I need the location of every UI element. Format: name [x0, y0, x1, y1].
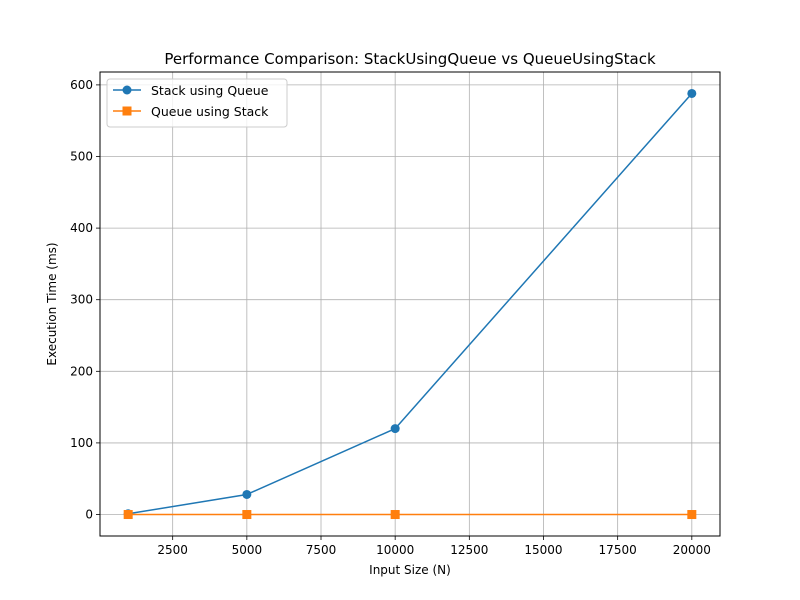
x-tick-label: 12500: [450, 543, 488, 557]
y-tick-label: 400: [70, 221, 93, 235]
x-tick-label: 15000: [524, 543, 562, 557]
data-point-stack-using-queue: [390, 424, 400, 434]
plot-frame: [99, 71, 721, 537]
grid: [100, 72, 720, 536]
y-tick-label: 500: [70, 149, 93, 163]
data-point-queue-using-stack: [123, 510, 133, 520]
data-point-stack-using-queue: [687, 88, 697, 98]
legend-label-queue-using-stack: Queue using Stack: [151, 104, 269, 119]
y-tick-label: 300: [70, 293, 93, 307]
data-point-queue-using-stack: [390, 510, 400, 520]
x-axis-label: Input Size (N): [369, 563, 451, 577]
legend-marker-queue-using-stack: [122, 106, 132, 116]
y-tick-label: 600: [70, 78, 93, 92]
legend-label-stack-using-queue: Stack using Queue: [151, 83, 269, 98]
legend-item-stack-using-queue: Stack using Queue: [113, 83, 269, 98]
legend-item-queue-using-stack: Queue using Stack: [113, 104, 269, 119]
series-layer: [123, 88, 697, 520]
series-stack-using-queue: [123, 88, 697, 519]
series-line-stack-using-queue: [128, 92, 693, 515]
data-point-queue-using-stack: [687, 510, 697, 520]
y-axis-label: Execution Time (ms): [45, 242, 59, 365]
chart-title: Performance Comparison: StackUsingQueue …: [164, 50, 656, 68]
legend-box: [106, 78, 288, 128]
x-tick-label: 2500: [157, 543, 188, 557]
x-tick-label: 17500: [599, 543, 637, 557]
legend-marker-stack-using-queue: [122, 85, 132, 95]
x-tick-label: 7500: [306, 543, 337, 557]
data-point-queue-using-stack: [242, 510, 252, 520]
y-tick-label: 0: [85, 508, 93, 522]
y-tick-label: 100: [70, 436, 93, 450]
ticks: 2500 5000 7500 10000 12500 15000 17500 20000 0 10…: [70, 78, 711, 557]
x-tick-label: 10000: [376, 543, 414, 557]
x-tick-label: 5000: [232, 543, 263, 557]
data-point-stack-using-queue: [242, 489, 252, 499]
legend: Stack using Queue Queue using Stack: [106, 78, 288, 128]
x-tick-label: 20000: [673, 543, 711, 557]
y-tick-label: 200: [70, 364, 93, 378]
series-queue-using-stack: [123, 510, 697, 520]
